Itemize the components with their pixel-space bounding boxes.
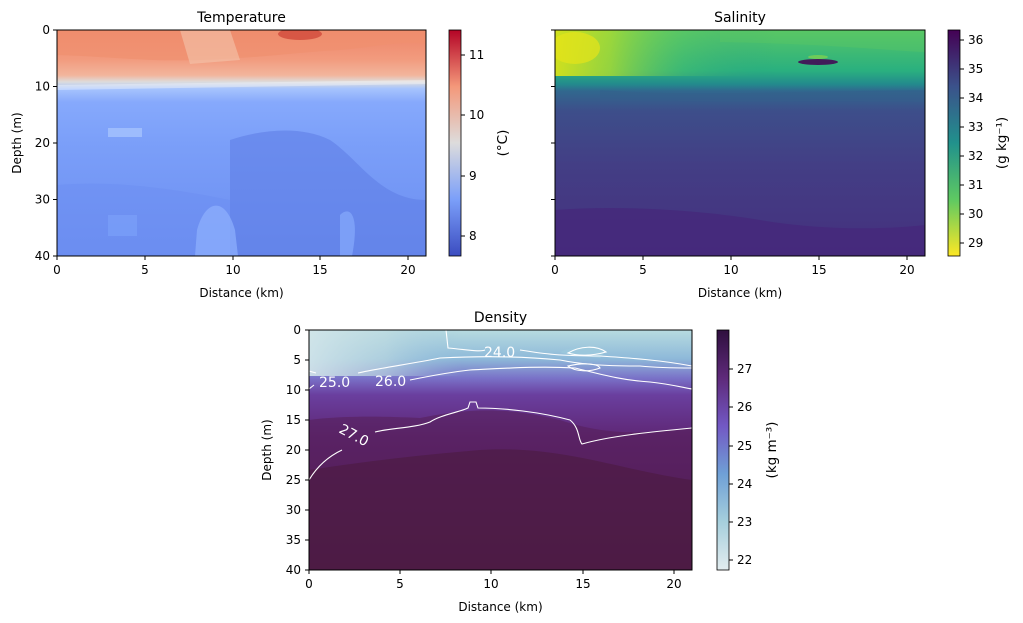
temperature-field [57,30,426,256]
salinity-cbtick-label: 31 [968,178,983,192]
salinity-xtick-label: 10 [723,263,738,277]
salinity-xtick-label: 0 [551,263,559,277]
temperature-colorbar-ticks: 8 9 10 11 [461,48,484,243]
density-ytick-label: 35 [286,533,301,547]
salinity-cbtick-label: 35 [968,62,983,76]
temperature-xtick-label: 0 [53,263,61,277]
density-cbtick-label: 27 [737,362,752,376]
contour-25-line [309,356,692,374]
temperature-ytick-label: 40 [35,249,50,263]
density-ytick-label: 5 [293,353,301,367]
density-colorbar-label: (kg m⁻³) [764,422,780,479]
temperature-xtick-label: 15 [312,263,327,277]
density-ytick-label: 20 [286,443,301,457]
density-cbtick-label: 26 [737,400,752,414]
density-cbtick-label: 23 [737,515,752,529]
density-cbtick-label: 22 [737,553,752,567]
density-ytick-label: 0 [293,323,301,337]
salinity-cbtick-label: 32 [968,149,983,163]
density-ytick-label: 15 [286,413,301,427]
salinity-cbtick-label: 34 [968,91,983,105]
temperature-ytick-label: 20 [35,136,50,150]
contour-27-line [309,401,692,481]
density-ytick-label: 25 [286,473,301,487]
density-colorbar-ticks: 22 23 24 25 26 27 [729,362,752,567]
salinity-x-ticks: 0 5 10 15 20 [551,256,915,277]
density-ytick-label: 10 [286,383,301,397]
temperature-cbtick-label: 9 [469,169,477,183]
density-colorbar [716,329,730,571]
density-xtick-label: 20 [666,577,681,591]
salinity-xtick-label: 15 [811,263,826,277]
salinity-y-ticks [551,29,555,257]
density-contours [309,330,692,481]
temperature-ytick-label: 10 [35,80,50,94]
density-ylabel: Depth (m) [260,419,274,480]
contour-label-25: 25.0 [319,375,350,391]
density-cbtick-label: 24 [737,477,752,491]
contour-26-line [309,366,692,390]
temperature-xtick-label: 10 [225,263,240,277]
density-field: 24.0 25.0 26.0 27.0 [309,330,692,570]
temperature-xlabel: Distance (km) [199,286,283,300]
salinity-cbtick-label: 30 [968,207,983,221]
temperature-title: Temperature [196,10,286,26]
temperature-cbtick-label: 11 [469,48,484,62]
salinity-title: Salinity [714,10,766,26]
density-panel: Density 24.0 25.0 26.0 27.0 [260,310,780,614]
salinity-xtick-label: 5 [639,263,647,277]
density-xtick-label: 10 [483,577,498,591]
density-x-ticks: 0 5 10 15 20 [305,570,682,591]
salinity-colorbar [947,29,961,257]
density-cbtick-label: 25 [737,439,752,453]
temperature-ylabel: Depth (m) [10,112,24,173]
salinity-xlabel: Distance (km) [698,286,782,300]
salinity-cbtick-label: 36 [968,33,983,47]
contour-label-26: 26.0 [375,374,406,390]
temperature-panel: Temperature 0 5 10 15 [10,10,511,300]
temperature-x-ticks: 0 5 10 15 20 [53,256,416,277]
temperature-xtick-label: 5 [141,263,149,277]
salinity-colorbar-ticks: 29 30 31 32 33 34 35 36 [960,33,983,250]
density-y-ticks: 0 5 10 15 20 25 30 35 40 [286,323,309,577]
density-ytick-label: 30 [286,503,301,517]
contour-label-24: 24.0 [484,345,515,361]
temperature-ytick-label: 30 [35,193,50,207]
temperature-cbtick-label: 10 [469,108,484,122]
density-title: Density [474,310,527,326]
salinity-cbtick-label: 33 [968,120,983,134]
contour-26-loop [566,363,601,372]
salinity-xtick-label: 20 [899,263,914,277]
temperature-ytick-label: 0 [42,23,50,37]
density-xtick-label: 15 [575,577,590,591]
density-ytick-label: 40 [286,563,301,577]
contour-24-loop [566,346,608,356]
density-xtick-label: 0 [305,577,313,591]
temperature-colorbar-label: (°C) [495,130,511,157]
density-xtick-label: 5 [396,577,404,591]
temperature-y-ticks: 0 10 20 30 40 [35,23,57,263]
salinity-field [555,30,925,256]
salinity-panel: Salinity 0 5 10 15 20 [551,10,1010,300]
density-xlabel: Distance (km) [458,600,542,614]
temperature-colorbar [448,29,462,257]
temperature-cbtick-label: 8 [469,229,477,243]
temperature-xtick-label: 20 [400,263,415,277]
contour-24-line [445,330,692,367]
salinity-cbtick-label: 29 [968,236,983,250]
salinity-colorbar-label: (g kg⁻¹) [994,117,1010,169]
